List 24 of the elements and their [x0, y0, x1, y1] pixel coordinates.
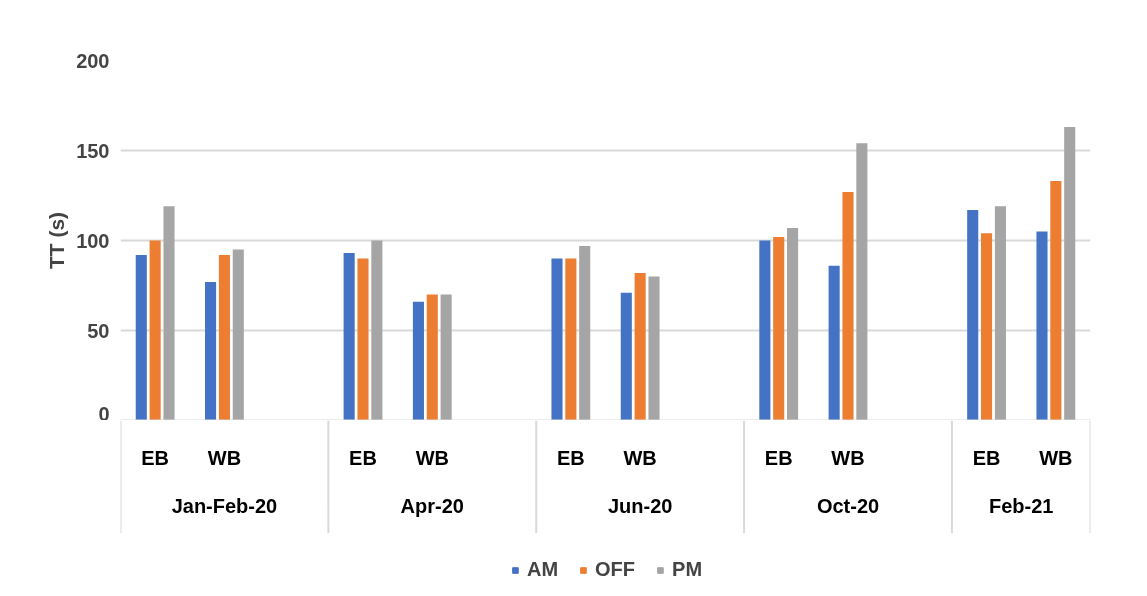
text: Feb-21 — [988, 494, 1054, 517]
y-tick-label: 200 — [76, 49, 110, 72]
x-tick-label: WB — [831, 447, 865, 469]
x-tick-label: WB — [623, 447, 657, 469]
x-tick-label: WB — [207, 447, 242, 469]
y-tick-label: 150 — [76, 139, 110, 162]
x-tick-label: WB — [415, 447, 449, 469]
x-tick-label: EB — [556, 447, 585, 469]
legend-label: OFF — [595, 558, 636, 581]
legend-label: PM — [672, 558, 703, 581]
legend-label: AM — [526, 558, 559, 581]
y-tick-label: 100 — [76, 229, 110, 252]
text: Apr-20 — [400, 494, 464, 517]
text: Jun-20 — [607, 494, 673, 517]
x-tick-label: EB — [141, 447, 170, 469]
y-tick-label: 0 — [98, 402, 110, 425]
x-tick-label: EB — [349, 447, 377, 469]
x-tick-label: EB — [972, 447, 1001, 469]
x-tick-label: EB — [764, 447, 793, 469]
text: Jan-Feb-20 — [171, 494, 278, 517]
text: Oct-20 — [816, 494, 880, 517]
y-tick-label: 50 — [87, 319, 110, 342]
y-axis-title: TT (s) — [45, 211, 69, 270]
x-tick-label: WB — [1039, 447, 1073, 469]
